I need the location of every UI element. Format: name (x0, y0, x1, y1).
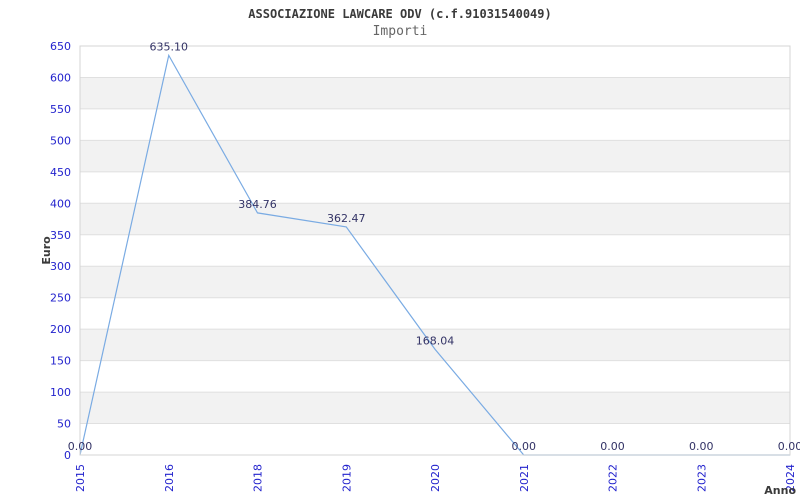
y-axis-tick-label: 450 (50, 166, 71, 179)
data-point-label: 0.00 (68, 440, 93, 453)
data-point-label: 362.47 (327, 212, 366, 225)
data-point-label: 0.00 (512, 440, 537, 453)
data-point-label: 384.76 (238, 198, 277, 211)
plot-band (80, 203, 790, 235)
y-axis-tick-label: 200 (50, 323, 71, 336)
plot-band (80, 140, 790, 172)
x-axis-tick-label: 2019 (340, 464, 353, 492)
x-axis-tick-label: 2018 (252, 464, 265, 492)
y-axis-tick-label: 100 (50, 386, 71, 399)
data-point-label: 168.04 (416, 334, 455, 347)
chart-subtitle: Importi (372, 24, 428, 39)
plot-band (80, 77, 790, 109)
x-axis-tick-label: 2024 (784, 464, 797, 492)
y-axis-title: Euro (40, 236, 53, 265)
x-axis-tick-label: 2023 (695, 464, 708, 492)
y-axis-tick-label: 550 (50, 103, 71, 116)
y-axis-tick-label: 0 (64, 449, 71, 462)
x-axis-tick-label: 2022 (607, 464, 620, 492)
plot-border (79, 45, 791, 456)
x-axis-tick-label: 2015 (74, 464, 87, 492)
y-axis-tick-label: 350 (50, 229, 71, 242)
x-axis-title: Anno (764, 484, 796, 497)
y-axis-tick-label: 600 (50, 71, 71, 84)
plot-band (80, 266, 790, 298)
data-point-label: 0.00 (778, 440, 800, 453)
data-point-label: 0.00 (600, 440, 625, 453)
chart-title: ASSOCIAZIONE LAWCARE ODV (c.f.9103154004… (248, 7, 552, 21)
data-point-label: 0.00 (689, 440, 714, 453)
data-point-label: 635.10 (150, 40, 189, 53)
y-axis-tick-label: 400 (50, 197, 71, 210)
x-axis-tick-label: 2020 (429, 464, 442, 492)
y-axis-tick-label: 150 (50, 355, 71, 368)
y-axis-tick-label: 300 (50, 260, 71, 273)
x-axis-tick-label: 2016 (163, 464, 176, 492)
y-axis-tick-label: 650 (50, 40, 71, 53)
y-axis-tick-label: 250 (50, 292, 71, 305)
x-axis-tick-label: 2021 (518, 464, 531, 492)
plot-band (80, 329, 790, 361)
y-axis-tick-label: 500 (50, 134, 71, 147)
y-axis-tick-label: 50 (57, 418, 71, 431)
plot-band (80, 392, 790, 424)
